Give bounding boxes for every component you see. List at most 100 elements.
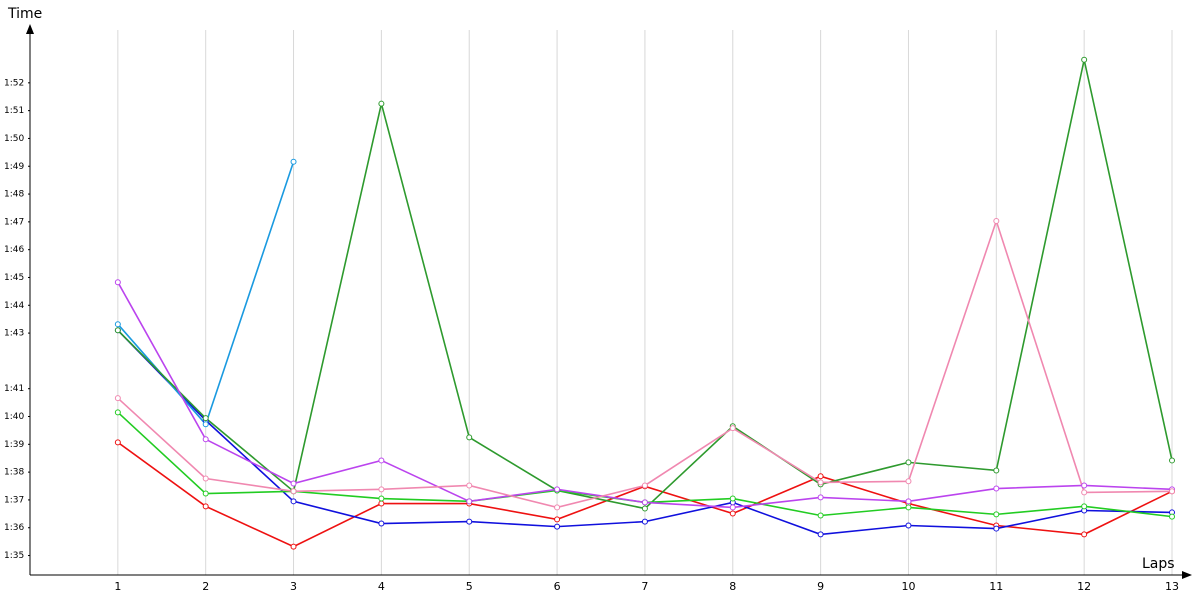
data-point xyxy=(817,512,824,519)
x-tick-label: 5 xyxy=(466,580,473,593)
data-point xyxy=(466,434,473,441)
data-point xyxy=(905,522,912,529)
data-point xyxy=(466,518,473,525)
y-tick-label: 1:48 xyxy=(4,190,24,200)
data-point xyxy=(1081,503,1088,510)
grid xyxy=(117,30,1173,575)
data-point xyxy=(378,500,385,507)
data-point xyxy=(993,467,1000,474)
data-point xyxy=(1081,531,1088,538)
data-point xyxy=(114,409,121,416)
data-point xyxy=(202,436,209,443)
data-point xyxy=(290,480,297,487)
data-point xyxy=(554,486,561,493)
x-axis-title: Laps xyxy=(1142,556,1175,572)
data-point xyxy=(114,439,121,446)
data-point xyxy=(817,494,824,501)
y-tick-label: 1:51 xyxy=(4,106,24,116)
x-tick-label: 12 xyxy=(1077,580,1091,593)
x-tick-label: 3 xyxy=(290,580,297,593)
data-point xyxy=(378,520,385,527)
data-point xyxy=(114,327,121,334)
data-point xyxy=(817,479,824,486)
y-tick-label: 1:39 xyxy=(4,440,24,450)
data-point xyxy=(1169,513,1175,520)
data-point xyxy=(202,475,209,482)
y-axis-title: Time xyxy=(7,6,42,22)
y-tick-label: 1:43 xyxy=(4,329,24,339)
data-point xyxy=(466,498,473,505)
data-point xyxy=(729,495,736,502)
data-point xyxy=(202,415,209,422)
y-tick-label: 1:40 xyxy=(4,412,24,422)
data-point xyxy=(378,486,385,493)
data-point xyxy=(1081,56,1088,63)
data-point xyxy=(729,425,736,432)
x-axis-arrow xyxy=(1182,571,1192,579)
data-point xyxy=(905,498,912,505)
data-point xyxy=(729,510,736,517)
y-tick-label: 1:45 xyxy=(4,273,24,283)
x-tick-label: 8 xyxy=(729,580,736,593)
data-point xyxy=(993,218,1000,225)
x-tick-label: 13 xyxy=(1165,580,1179,593)
data-point xyxy=(378,457,385,464)
data-point xyxy=(290,543,297,550)
data-point xyxy=(554,516,561,523)
x-tick-label: 1 xyxy=(114,580,121,593)
y-axis-arrow xyxy=(26,24,34,34)
y-tick-label: 1:37 xyxy=(4,495,24,505)
data-point xyxy=(114,321,121,328)
plot xyxy=(114,56,1175,550)
y-tick-label: 1:35 xyxy=(4,551,24,561)
x-tick-label: 9 xyxy=(817,580,824,593)
data-point xyxy=(114,395,121,402)
x-tick-label: 2 xyxy=(202,580,209,593)
y-tick-label: 1:49 xyxy=(4,162,24,172)
y-tick-label: 1:38 xyxy=(4,468,24,478)
data-point xyxy=(202,421,209,428)
y-tick-label: 1:41 xyxy=(4,384,24,394)
x-tick-label: 6 xyxy=(554,580,561,593)
data-point xyxy=(993,525,1000,532)
data-point xyxy=(641,518,648,525)
data-point xyxy=(554,523,561,530)
data-point xyxy=(905,478,912,485)
data-point xyxy=(993,485,1000,492)
data-point xyxy=(114,279,121,286)
y-tick-label: 1:46 xyxy=(4,245,24,255)
data-point xyxy=(1081,489,1088,496)
y-tick-label: 1:44 xyxy=(4,301,24,311)
axes: Time Laps 1 2 3 4 5 6 7 8 9 10 11 12 131:351:361:371… xyxy=(4,6,1192,593)
data-point xyxy=(905,504,912,511)
data-point xyxy=(466,482,473,489)
y-tick-label: 1:52 xyxy=(4,78,24,88)
data-point xyxy=(290,498,297,505)
data-point xyxy=(641,505,648,512)
data-point xyxy=(905,459,912,466)
data-point xyxy=(290,158,297,165)
data-point xyxy=(817,531,824,538)
data-point xyxy=(290,488,297,495)
data-point xyxy=(1169,457,1175,464)
x-tick-label: 4 xyxy=(378,580,385,593)
y-tick-label: 1:47 xyxy=(4,217,24,227)
y-tick-label: 1:36 xyxy=(4,523,24,533)
x-tick-label: 10 xyxy=(901,580,915,593)
data-point xyxy=(378,100,385,107)
data-point xyxy=(202,490,209,497)
data-point xyxy=(729,504,736,511)
data-point xyxy=(641,499,648,506)
x-tick-label: 11 xyxy=(989,580,1003,593)
y-tick-label: 1:50 xyxy=(4,134,24,144)
data-point xyxy=(817,473,824,480)
data-point xyxy=(202,503,209,510)
data-point xyxy=(378,495,385,502)
x-tick-label: 7 xyxy=(641,580,648,593)
data-point xyxy=(554,504,561,511)
data-point xyxy=(1169,488,1175,495)
data-point xyxy=(1081,482,1088,489)
data-point xyxy=(993,511,1000,518)
